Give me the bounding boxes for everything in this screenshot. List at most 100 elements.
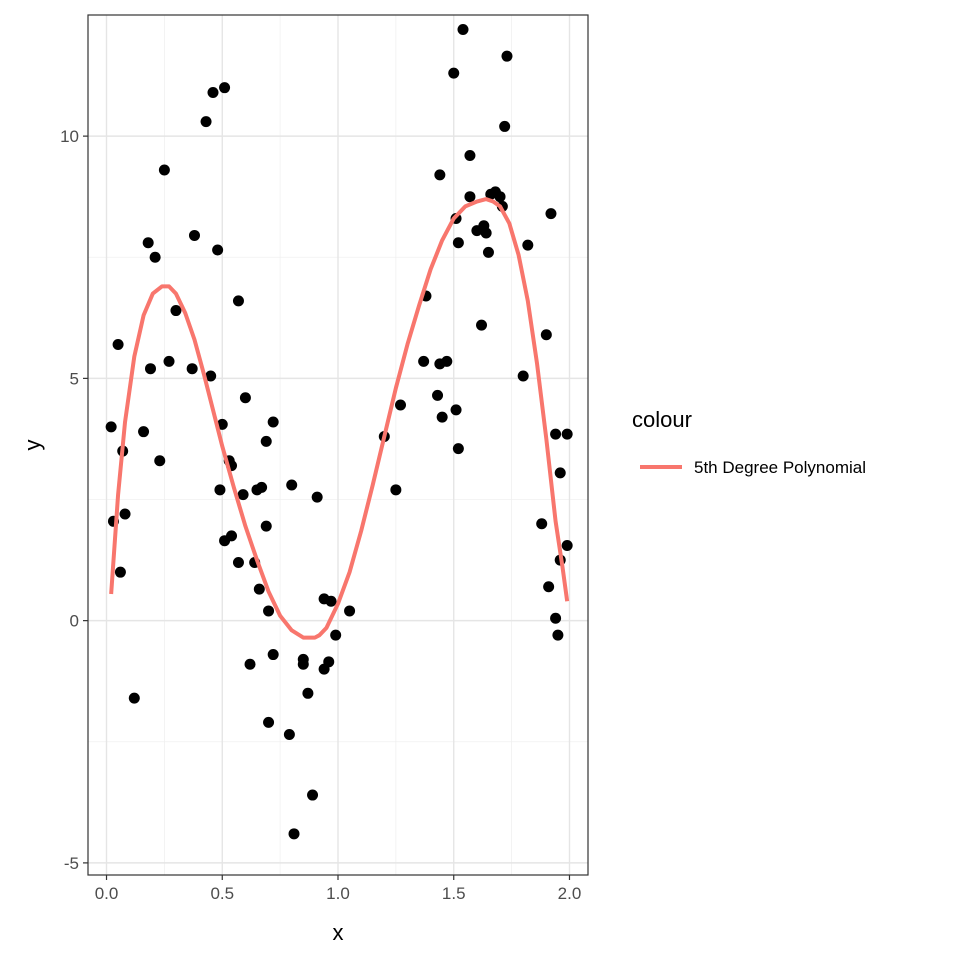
data-point bbox=[114, 566, 126, 578]
polynomial-fit-line bbox=[109, 197, 570, 640]
data-point bbox=[286, 479, 298, 491]
data-point bbox=[501, 50, 513, 62]
x-axis-ticks: 0.0 0.5 1.0 1.5 2.0 bbox=[95, 875, 582, 903]
data-point bbox=[480, 227, 492, 239]
data-point bbox=[540, 329, 552, 341]
data-point bbox=[297, 658, 309, 670]
data-point bbox=[543, 581, 555, 593]
data-point bbox=[283, 728, 295, 740]
x-tick-label: 2.0 bbox=[558, 884, 582, 903]
data-point bbox=[226, 530, 238, 542]
data-point bbox=[522, 239, 534, 251]
data-point bbox=[323, 656, 335, 668]
data-point bbox=[436, 411, 448, 423]
data-point bbox=[307, 789, 319, 801]
data-point bbox=[550, 428, 562, 440]
y-axis-ticks: -5 0 5 10 bbox=[60, 127, 88, 873]
y-tick-label: 0 bbox=[70, 612, 79, 631]
data-point bbox=[205, 370, 217, 382]
data-point bbox=[499, 120, 511, 132]
data-point bbox=[550, 612, 562, 624]
legend: colour 5th Degree Polynomial bbox=[632, 407, 866, 477]
data-point bbox=[441, 355, 453, 367]
data-point bbox=[267, 649, 279, 661]
data-point bbox=[149, 251, 161, 263]
data-point bbox=[390, 484, 402, 496]
data-point bbox=[263, 605, 275, 617]
data-point bbox=[200, 116, 212, 128]
data-point bbox=[432, 389, 444, 401]
data-point bbox=[128, 692, 140, 704]
legend-label-polynomial: 5th Degree Polynomial bbox=[694, 458, 866, 477]
data-point bbox=[219, 82, 231, 94]
data-point bbox=[344, 605, 356, 617]
data-point bbox=[325, 595, 337, 607]
data-point bbox=[288, 828, 300, 840]
x-tick-label: 0.5 bbox=[210, 884, 234, 903]
data-point bbox=[464, 150, 476, 162]
data-point bbox=[256, 481, 268, 493]
data-point bbox=[561, 428, 573, 440]
data-point bbox=[434, 169, 446, 181]
data-point bbox=[452, 237, 464, 249]
y-tick-label: 5 bbox=[70, 369, 79, 388]
data-point bbox=[119, 508, 131, 520]
data-point bbox=[138, 426, 150, 438]
x-tick-label: 1.0 bbox=[326, 884, 350, 903]
data-point bbox=[552, 629, 564, 641]
data-point bbox=[330, 629, 342, 641]
data-point bbox=[188, 229, 200, 241]
data-point bbox=[457, 24, 469, 36]
data-point bbox=[267, 416, 279, 428]
data-point bbox=[186, 363, 198, 375]
series-lines bbox=[109, 197, 570, 640]
data-point bbox=[239, 392, 251, 404]
x-tick-label: 1.5 bbox=[442, 884, 466, 903]
data-point bbox=[452, 443, 464, 455]
data-point bbox=[170, 305, 182, 317]
data-point bbox=[253, 583, 265, 595]
data-point bbox=[105, 421, 117, 433]
data-point bbox=[260, 435, 272, 447]
data-point bbox=[395, 399, 406, 411]
data-point bbox=[418, 355, 430, 367]
y-tick-label: -5 bbox=[64, 854, 79, 873]
data-point bbox=[112, 338, 124, 350]
data-point bbox=[311, 491, 323, 503]
data-point bbox=[494, 191, 506, 203]
y-tick-label: 10 bbox=[60, 127, 79, 146]
data-point bbox=[237, 489, 249, 501]
y-axis-title: y bbox=[20, 440, 45, 451]
scatter-points bbox=[105, 24, 573, 840]
data-point bbox=[232, 556, 244, 568]
data-point bbox=[154, 455, 166, 467]
data-point bbox=[450, 404, 462, 416]
data-point bbox=[302, 687, 314, 699]
data-point bbox=[244, 658, 256, 670]
data-point bbox=[163, 355, 175, 367]
data-point bbox=[212, 244, 224, 256]
data-point bbox=[263, 716, 275, 728]
data-point bbox=[260, 520, 272, 532]
x-axis-title: x bbox=[333, 920, 344, 945]
data-point bbox=[476, 319, 488, 331]
data-point bbox=[448, 67, 460, 79]
data-point bbox=[482, 246, 494, 258]
x-tick-label: 0.0 bbox=[95, 884, 119, 903]
grid-lines bbox=[88, 15, 588, 875]
data-point bbox=[216, 418, 228, 430]
data-point bbox=[545, 208, 557, 220]
legend-title: colour bbox=[632, 407, 692, 432]
data-point bbox=[554, 467, 566, 479]
data-point bbox=[214, 484, 226, 496]
data-point bbox=[158, 164, 170, 176]
data-point bbox=[517, 370, 529, 382]
data-point bbox=[464, 191, 476, 203]
data-point bbox=[145, 363, 156, 375]
data-point bbox=[207, 87, 219, 99]
data-point bbox=[142, 237, 154, 249]
data-point bbox=[536, 518, 548, 530]
data-point bbox=[561, 540, 573, 552]
data-point bbox=[232, 295, 244, 307]
